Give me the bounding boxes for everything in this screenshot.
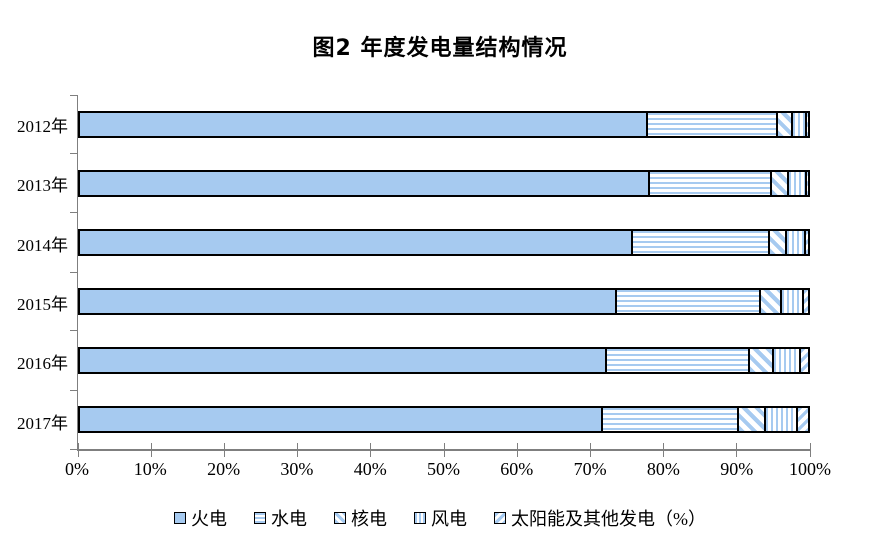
legend-swatch-icon bbox=[174, 512, 186, 524]
x-axis-tick bbox=[736, 443, 738, 457]
bar-segment-水电 bbox=[602, 408, 739, 431]
x-axis-tick bbox=[809, 443, 811, 457]
legend-swatch-icon bbox=[414, 512, 426, 524]
legend-label: 火电 bbox=[191, 509, 227, 529]
bar-segment-水电 bbox=[617, 290, 762, 313]
bar-segment-太阳能及其他发电（%） bbox=[805, 231, 808, 254]
bar-segment-核电 bbox=[761, 290, 782, 313]
legend-item-火电: 火电 bbox=[174, 505, 227, 531]
y-axis-tick bbox=[70, 212, 78, 214]
bar-segment-水电 bbox=[647, 113, 779, 136]
legend-item-水电: 水电 bbox=[254, 505, 307, 531]
y-axis-label: 2012年 bbox=[17, 117, 68, 137]
y-axis-tick bbox=[70, 153, 78, 155]
legend-label: 核电 bbox=[351, 509, 387, 529]
bar-segment-太阳能及其他发电（%） bbox=[804, 290, 808, 313]
bar-segment-太阳能及其他发电（%） bbox=[806, 113, 808, 136]
bar-segment-太阳能及其他发电（%） bbox=[806, 172, 808, 195]
stacked-bar-2015年 bbox=[78, 288, 810, 315]
y-axis-label: 2014年 bbox=[17, 235, 68, 255]
x-axis-tick bbox=[370, 443, 372, 457]
bar-segment-火电 bbox=[80, 408, 603, 431]
legend-label: 水电 bbox=[271, 509, 307, 529]
legend: 火电 水电 核电 风电 太阳能及其他发电（%） bbox=[0, 505, 880, 531]
stacked-bar-2014年 bbox=[78, 229, 810, 256]
legend-swatch-icon bbox=[334, 512, 346, 524]
legend-item-核电: 核电 bbox=[334, 505, 387, 531]
x-axis-tick bbox=[77, 443, 79, 457]
x-axis-label: 90% bbox=[720, 459, 754, 479]
bar-row bbox=[78, 272, 810, 331]
x-axis-tick bbox=[223, 443, 225, 457]
bar-segment-水电 bbox=[650, 172, 773, 195]
bar-row bbox=[78, 331, 810, 390]
y-axis-label: 2013年 bbox=[17, 176, 68, 196]
bar-segment-火电 bbox=[80, 113, 648, 136]
bar-segment-风电 bbox=[789, 172, 807, 195]
legend-label: 太阳能及其他发电（%） bbox=[511, 509, 706, 529]
bar-segment-太阳能及其他发电（%） bbox=[797, 408, 808, 431]
y-axis-label: 2017年 bbox=[17, 413, 68, 433]
x-axis-label: 70% bbox=[573, 459, 607, 479]
x-axis-label: 50% bbox=[427, 459, 460, 479]
stacked-bar-2017年 bbox=[78, 406, 810, 433]
bar-row bbox=[78, 154, 810, 213]
bar-segment-火电 bbox=[80, 290, 618, 313]
legend-label: 风电 bbox=[431, 509, 467, 529]
bar-segment-风电 bbox=[786, 231, 806, 254]
x-axis-label: 10% bbox=[133, 459, 167, 479]
bar-segment-太阳能及其他发电（%） bbox=[801, 349, 808, 372]
x-axis-label: 30% bbox=[280, 459, 314, 479]
bar-segment-风电 bbox=[766, 408, 798, 431]
x-axis-labels: 0% 10% 20% 30% 40% 50% 60% 70% 80% 90% 100% bbox=[65, 459, 831, 483]
bar-segment-火电 bbox=[80, 349, 608, 372]
legend-swatch-icon bbox=[494, 512, 506, 524]
x-axis-tick bbox=[297, 443, 299, 457]
x-axis-tick bbox=[443, 443, 445, 457]
legend-item-太阳能及其他发电（%）: 太阳能及其他发电（%） bbox=[494, 505, 706, 531]
x-axis-tick bbox=[516, 443, 518, 457]
x-axis-tick bbox=[150, 443, 152, 457]
x-axis-tick bbox=[589, 443, 591, 457]
y-axis-tick bbox=[70, 389, 78, 391]
bar-segment-火电 bbox=[80, 231, 633, 254]
bar-row bbox=[78, 213, 810, 272]
legend-swatch-icon bbox=[254, 512, 266, 524]
y-axis-label: 2015年 bbox=[17, 295, 68, 315]
x-axis-label: 80% bbox=[646, 459, 680, 479]
bar-segment-核电 bbox=[778, 113, 793, 136]
y-axis-tick bbox=[70, 94, 78, 96]
x-axis-tick bbox=[663, 443, 665, 457]
y-axis-tick bbox=[70, 330, 78, 332]
chart-title: 图2 年度发电量结构情况 bbox=[312, 36, 568, 61]
bar-segment-核电 bbox=[738, 408, 767, 431]
bar-row bbox=[78, 390, 810, 449]
bar-segment-风电 bbox=[773, 349, 802, 372]
bar-segment-核电 bbox=[749, 349, 774, 372]
x-axis-label: 60% bbox=[500, 459, 534, 479]
bar-segment-核电 bbox=[772, 172, 790, 195]
x-axis-label: 40% bbox=[353, 459, 387, 479]
bar-segment-水电 bbox=[607, 349, 750, 372]
bar-segment-火电 bbox=[80, 172, 651, 195]
y-axis-labels: 2012年 2013年 2014年 2015年 2016年 2017年 bbox=[0, 95, 68, 451]
y-axis-label: 2016年 bbox=[17, 354, 68, 374]
plot-area bbox=[70, 94, 811, 457]
x-axis-label: 20% bbox=[207, 459, 241, 479]
legend-item-风电: 风电 bbox=[414, 505, 467, 531]
x-axis-label: 0% bbox=[65, 459, 89, 479]
stacked-bar-2016年 bbox=[78, 347, 810, 374]
stacked-bar-2012年 bbox=[78, 111, 810, 138]
y-axis-tick bbox=[70, 271, 78, 273]
x-axis-label: 100% bbox=[789, 459, 831, 479]
bar-segment-核电 bbox=[770, 231, 787, 254]
bar-segment-水电 bbox=[632, 231, 771, 254]
bar-segment-风电 bbox=[792, 113, 807, 136]
y-axis-tick bbox=[70, 448, 78, 450]
stacked-bar-2013年 bbox=[78, 170, 810, 197]
bar-row bbox=[78, 95, 810, 154]
bar-segment-风电 bbox=[781, 290, 805, 313]
